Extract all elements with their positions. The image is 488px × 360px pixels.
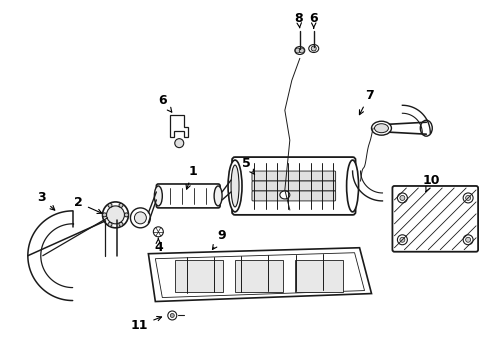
Ellipse shape	[308, 45, 318, 53]
FancyBboxPatch shape	[251, 181, 335, 191]
Circle shape	[397, 193, 407, 203]
Text: 2: 2	[74, 197, 102, 213]
Circle shape	[108, 222, 112, 226]
Ellipse shape	[294, 46, 304, 54]
Ellipse shape	[420, 120, 431, 136]
Circle shape	[465, 195, 469, 201]
Ellipse shape	[374, 124, 387, 133]
Circle shape	[295, 48, 300, 53]
FancyBboxPatch shape	[251, 171, 335, 181]
Ellipse shape	[106, 206, 124, 224]
Ellipse shape	[154, 186, 162, 206]
Circle shape	[299, 48, 304, 53]
FancyBboxPatch shape	[232, 157, 355, 215]
Text: 6: 6	[309, 12, 317, 28]
Ellipse shape	[130, 208, 150, 228]
Circle shape	[167, 311, 176, 320]
Text: 9: 9	[212, 229, 226, 249]
Bar	[294, 260, 342, 292]
Circle shape	[124, 213, 128, 217]
Circle shape	[153, 227, 163, 237]
Circle shape	[399, 237, 404, 242]
Ellipse shape	[227, 160, 242, 212]
Ellipse shape	[371, 121, 390, 135]
Circle shape	[119, 222, 122, 226]
Circle shape	[108, 203, 112, 207]
Text: 5: 5	[241, 157, 254, 175]
Ellipse shape	[279, 191, 289, 199]
Text: 6: 6	[158, 94, 171, 112]
Ellipse shape	[134, 212, 146, 224]
Circle shape	[102, 213, 106, 217]
Circle shape	[310, 46, 316, 51]
Circle shape	[174, 139, 183, 148]
Circle shape	[462, 193, 472, 203]
Text: 7: 7	[359, 89, 373, 115]
FancyBboxPatch shape	[156, 184, 220, 208]
FancyBboxPatch shape	[251, 191, 335, 201]
Text: 3: 3	[37, 192, 55, 210]
Circle shape	[170, 314, 174, 318]
Polygon shape	[170, 115, 188, 137]
Circle shape	[465, 237, 469, 242]
Text: 11: 11	[131, 316, 161, 332]
Text: 4: 4	[154, 238, 163, 254]
Text: 10: 10	[422, 174, 439, 192]
Bar	[235, 260, 282, 292]
Ellipse shape	[214, 186, 222, 206]
Bar	[175, 260, 223, 292]
Ellipse shape	[102, 202, 128, 228]
Ellipse shape	[346, 160, 358, 212]
Circle shape	[399, 195, 404, 201]
Ellipse shape	[230, 165, 239, 207]
Polygon shape	[148, 248, 371, 302]
Text: 1: 1	[185, 165, 197, 189]
Circle shape	[397, 235, 407, 245]
Circle shape	[462, 235, 472, 245]
Text: 8: 8	[294, 12, 303, 28]
Circle shape	[119, 203, 122, 207]
FancyBboxPatch shape	[392, 186, 477, 252]
